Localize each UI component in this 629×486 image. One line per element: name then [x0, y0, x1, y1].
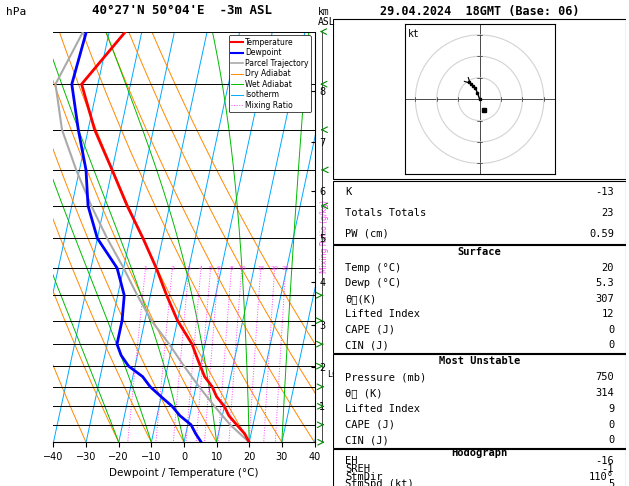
Bar [333, 449, 626, 486]
Text: 110°: 110° [589, 471, 614, 482]
Text: 1: 1 [143, 265, 147, 271]
Text: 8: 8 [230, 265, 233, 271]
Text: 0: 0 [608, 340, 614, 350]
Legend: Temperature, Dewpoint, Parcel Trajectory, Dry Adiabat, Wet Adiabat, Isotherm, Mi: Temperature, Dewpoint, Parcel Trajectory… [229, 35, 311, 112]
Text: 5.3: 5.3 [596, 278, 614, 288]
Text: 3: 3 [187, 265, 191, 271]
Text: hPa: hPa [6, 7, 26, 17]
Text: PW (cm): PW (cm) [345, 229, 389, 239]
Text: 12: 12 [602, 309, 614, 319]
Text: LCL: LCL [328, 370, 343, 379]
Bar [333, 19, 626, 179]
Bar [333, 244, 626, 353]
Bar [333, 353, 626, 448]
Text: 6: 6 [216, 265, 221, 271]
Text: Surface: Surface [458, 247, 501, 258]
Text: -13: -13 [596, 187, 614, 197]
Text: km
ASL: km ASL [318, 7, 335, 27]
Text: Totals Totals: Totals Totals [345, 208, 426, 218]
Text: Dewp (°C): Dewp (°C) [345, 278, 401, 288]
Text: 5: 5 [608, 480, 614, 486]
Text: 23: 23 [602, 208, 614, 218]
Text: StmDir: StmDir [345, 471, 382, 482]
Text: SREH: SREH [345, 464, 370, 473]
Text: -16: -16 [596, 456, 614, 466]
Text: Temp (°C): Temp (°C) [345, 263, 401, 273]
Text: 10: 10 [238, 265, 245, 271]
Text: Lifted Index: Lifted Index [345, 309, 420, 319]
Bar [333, 181, 626, 244]
Text: 20: 20 [270, 265, 279, 271]
Text: -1: -1 [602, 464, 614, 473]
Text: 750: 750 [596, 372, 614, 382]
Text: CIN (J): CIN (J) [345, 340, 389, 350]
Text: CAPE (J): CAPE (J) [345, 419, 395, 430]
Text: 0: 0 [608, 435, 614, 445]
Text: 4: 4 [199, 265, 203, 271]
Text: 15: 15 [257, 265, 265, 271]
Text: 0: 0 [608, 419, 614, 430]
X-axis label: Dewpoint / Temperature (°C): Dewpoint / Temperature (°C) [109, 468, 259, 478]
Text: 25: 25 [282, 265, 290, 271]
Text: Lifted Index: Lifted Index [345, 404, 420, 414]
Text: Pressure (mb): Pressure (mb) [345, 372, 426, 382]
Text: 2: 2 [170, 265, 174, 271]
Text: 20: 20 [602, 263, 614, 273]
Text: StmSpd (kt): StmSpd (kt) [345, 480, 414, 486]
Text: 0.59: 0.59 [589, 229, 614, 239]
Text: 307: 307 [596, 294, 614, 304]
Text: Mixing Ratio (g/kg): Mixing Ratio (g/kg) [320, 200, 329, 274]
Text: 40°27'N 50°04'E  -3m ASL: 40°27'N 50°04'E -3m ASL [92, 4, 272, 17]
Text: EH: EH [345, 456, 357, 466]
Text: K: K [345, 187, 352, 197]
Text: Hodograph: Hodograph [452, 448, 508, 458]
Text: Most Unstable: Most Unstable [439, 356, 520, 366]
Text: CAPE (J): CAPE (J) [345, 325, 395, 335]
Text: θᴇ (K): θᴇ (K) [345, 388, 382, 398]
Text: 29.04.2024  18GMT (Base: 06): 29.04.2024 18GMT (Base: 06) [380, 5, 579, 18]
Text: CIN (J): CIN (J) [345, 435, 389, 445]
Text: 9: 9 [608, 404, 614, 414]
Text: θᴇ(K): θᴇ(K) [345, 294, 376, 304]
Text: 5: 5 [209, 265, 213, 271]
Text: 0: 0 [608, 325, 614, 335]
Text: 314: 314 [596, 388, 614, 398]
